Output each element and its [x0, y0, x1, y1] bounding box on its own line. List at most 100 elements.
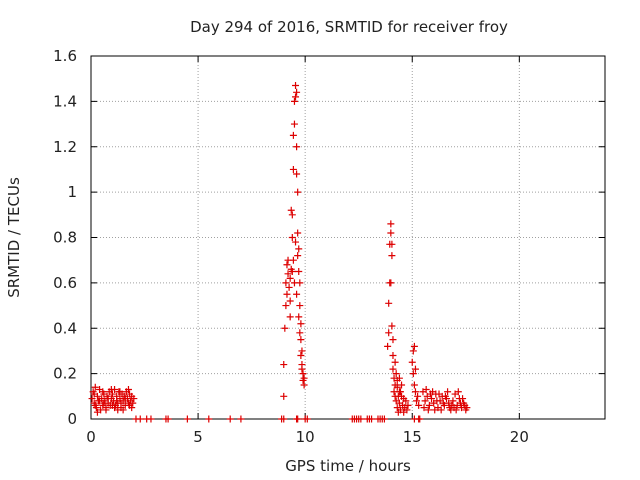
data-point	[368, 415, 376, 423]
x-tick-labels: 0 5 10 15 20	[86, 428, 529, 446]
data-point	[288, 234, 296, 241]
data-point	[388, 322, 396, 330]
data-point	[385, 329, 393, 337]
data-point	[444, 388, 452, 396]
data-point	[285, 283, 293, 291]
data-point	[91, 401, 99, 409]
data-point	[459, 395, 467, 403]
data-point	[297, 320, 305, 328]
data-point	[290, 279, 298, 287]
data-point	[280, 361, 288, 369]
x-tick-label: 0	[86, 428, 96, 446]
y-tick-label: 0.8	[53, 229, 77, 247]
y-tick-labels: 0 0.2 0.4 0.6 0.8 1 1.2 1.4 1.6	[53, 47, 77, 428]
data-point	[431, 406, 439, 414]
data-point	[121, 395, 129, 403]
data-point	[284, 270, 292, 278]
data-point	[391, 358, 399, 366]
chart-title: Day 294 of 2016, SRMTID for receiver fro…	[190, 18, 508, 36]
plot-frame	[90, 55, 606, 420]
data-point	[117, 399, 125, 407]
data-point	[398, 381, 406, 389]
data-point	[387, 279, 395, 287]
data-point	[391, 392, 399, 400]
data-point	[420, 404, 428, 412]
data-point	[439, 399, 447, 407]
data-point	[124, 386, 132, 394]
y-tick-label: 0.2	[53, 365, 77, 383]
data-point	[96, 397, 104, 405]
data-point	[441, 392, 449, 400]
y-tick-label: 1.6	[53, 47, 77, 65]
data-point	[388, 240, 396, 248]
data-point	[296, 302, 304, 310]
data-point	[91, 383, 99, 391]
data-point	[102, 406, 110, 414]
data-point	[293, 88, 301, 96]
data-point	[395, 388, 403, 396]
data-point	[116, 388, 124, 396]
data-point	[107, 386, 115, 394]
data-point	[237, 415, 245, 423]
data-point	[387, 229, 395, 237]
data-point	[389, 365, 397, 373]
data-point	[426, 390, 434, 398]
data-point	[452, 406, 460, 414]
data-point	[205, 415, 213, 423]
data-point	[411, 388, 419, 396]
data-point	[295, 268, 303, 276]
data-point	[297, 336, 305, 344]
data-point	[294, 229, 302, 237]
data-point	[293, 170, 301, 178]
data-point	[226, 415, 234, 423]
data-point	[433, 397, 441, 405]
data-point	[296, 329, 304, 337]
data-point	[298, 347, 306, 355]
data-point	[289, 165, 297, 173]
data-point	[393, 376, 401, 384]
data-point	[183, 415, 191, 423]
data-point	[114, 406, 122, 414]
data-point	[290, 120, 298, 128]
y-axis-label: SRMTID / TECUs	[5, 177, 23, 298]
data-point	[404, 401, 412, 409]
data-point	[88, 395, 96, 403]
data-point	[357, 415, 365, 423]
data-point	[454, 388, 462, 396]
data-point	[428, 395, 436, 403]
data-point	[90, 390, 98, 398]
y-tick-label: 1.4	[53, 92, 77, 110]
x-tick-label: 20	[510, 428, 529, 446]
y-tick-label: 1	[67, 183, 77, 201]
data-point	[414, 392, 422, 400]
x-tick-label: 15	[403, 428, 422, 446]
data-point	[295, 313, 303, 321]
data-point	[283, 290, 291, 298]
data-point	[288, 211, 296, 219]
data-point	[287, 206, 295, 214]
data-point	[286, 274, 294, 282]
data-point	[294, 252, 302, 260]
y-tick-label: 0	[67, 410, 77, 428]
data-point	[288, 268, 296, 276]
x-axis-label: GPS time / hours	[285, 457, 411, 475]
axis-ticks	[90, 55, 605, 420]
data-point	[303, 415, 311, 423]
data-point	[128, 404, 136, 412]
data-point	[380, 415, 388, 423]
data-point	[100, 399, 108, 407]
y-tick-label: 0.6	[53, 274, 77, 292]
data-point	[424, 406, 432, 414]
data-point	[280, 415, 288, 423]
data-point	[108, 390, 116, 398]
data-point	[294, 188, 302, 196]
data-point	[281, 324, 289, 332]
data-point	[461, 401, 469, 409]
data-point	[93, 408, 101, 416]
data-point	[99, 388, 107, 396]
data-point	[147, 415, 155, 423]
y-tick-label: 1.2	[53, 138, 77, 156]
data-point	[130, 395, 138, 403]
data-point	[280, 392, 288, 400]
